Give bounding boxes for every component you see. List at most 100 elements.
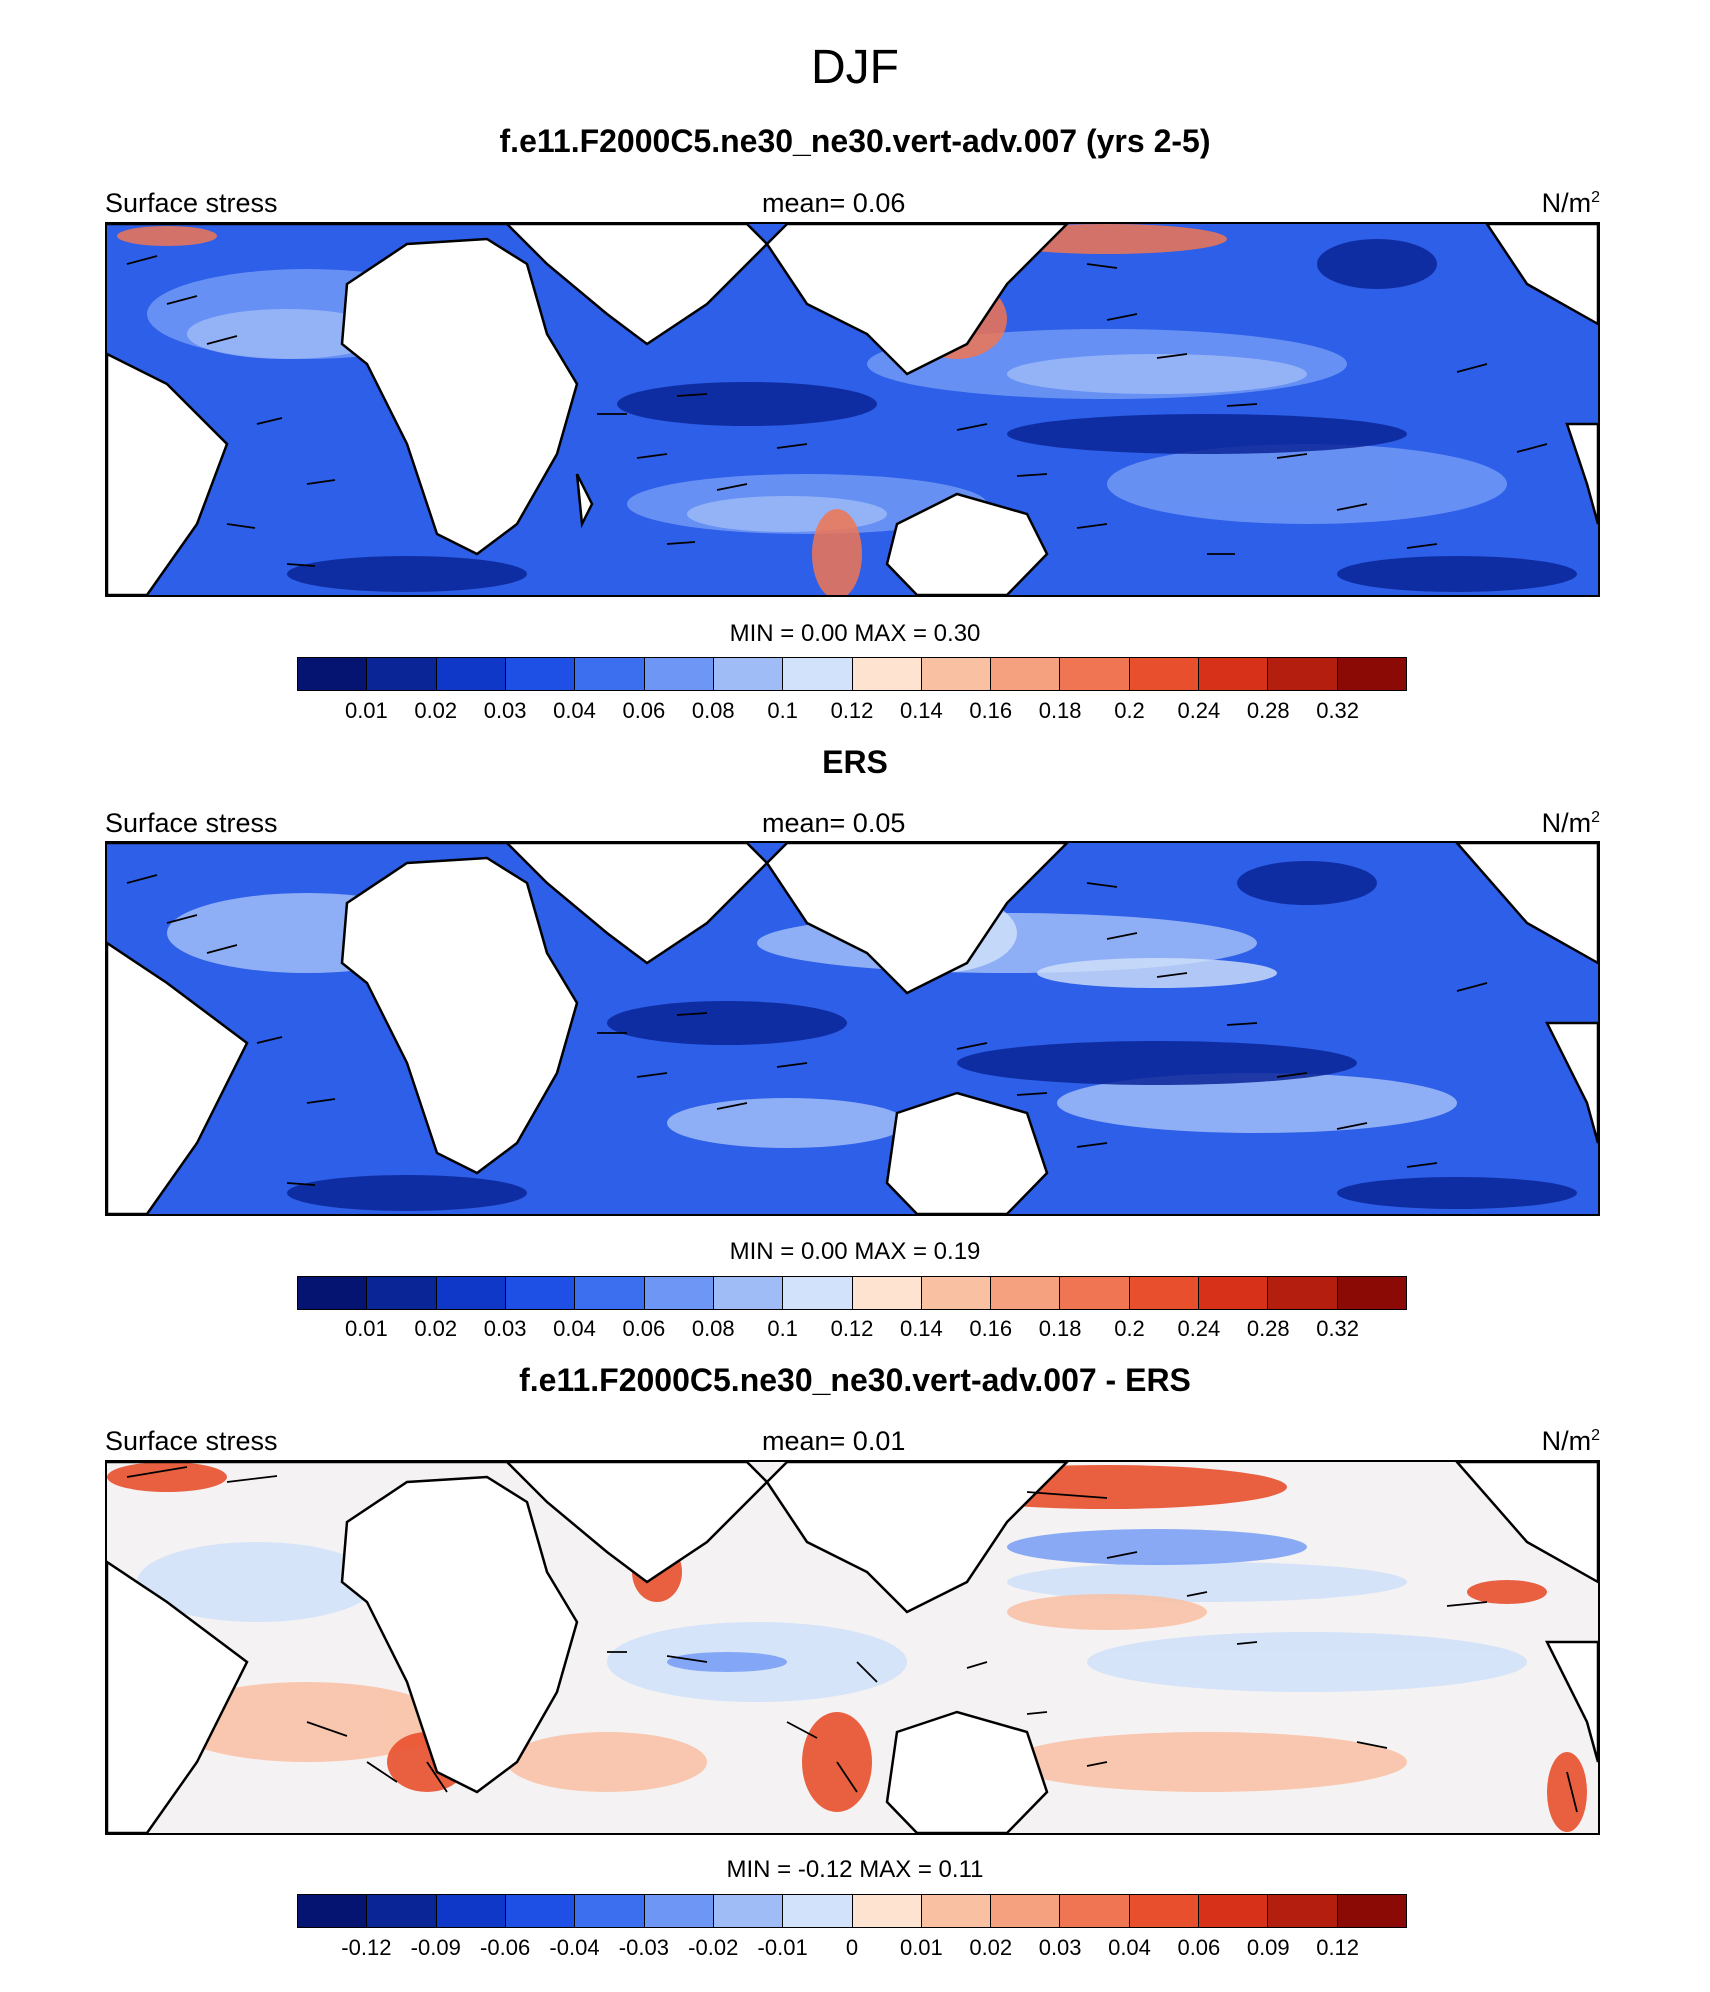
colorbar-swatch	[298, 658, 368, 690]
colorbar-swatch	[505, 1277, 576, 1309]
tick-label: 0.28	[1246, 1316, 1290, 1341]
tick-label: 0.12	[830, 1316, 874, 1341]
colorbar-swatch	[713, 1277, 784, 1309]
tick-label: 0.28	[1246, 698, 1290, 723]
tick-label: -0.12	[341, 1935, 392, 1960]
colorbar-swatch	[1060, 658, 1130, 690]
tick-label: 0.1	[767, 1316, 798, 1341]
tick-label: 0.03	[483, 1316, 527, 1341]
colorbar-swatch	[644, 1895, 714, 1927]
colorbar-swatch	[852, 1277, 922, 1309]
surface-stress-label: Surface stress	[105, 1426, 278, 1456]
minmax-model: MIN = 0.00 MAX = 0.30	[729, 620, 981, 647]
colorbar-swatch	[644, 1277, 714, 1309]
colorbar-ticks-model: 0.01 0.02 0.03 0.04 0.06 0.08 0.1 0.12 0…	[297, 698, 1407, 726]
colorbar-swatch	[1337, 1277, 1406, 1309]
tick-label: 0.02	[414, 698, 458, 723]
tick-label: 0.1	[767, 698, 798, 723]
tick-label: -0.04	[549, 1935, 600, 1960]
tick-label: 0.16	[969, 1316, 1013, 1341]
tick-label: 0.08	[691, 698, 735, 723]
colorbar-swatch	[575, 658, 645, 690]
colorbar-swatch	[367, 658, 437, 690]
colorbar-swatch	[921, 1277, 992, 1309]
colorbar-obs	[297, 1276, 1407, 1310]
colorbar-swatch	[991, 658, 1061, 690]
tick-label: 0	[845, 1935, 859, 1960]
tick-label: 0.04	[1108, 1935, 1151, 1960]
colorbar-swatch	[644, 658, 714, 690]
tick-label: 0.06	[1177, 1935, 1221, 1960]
colorbar-swatch	[1199, 658, 1269, 690]
colorbar-swatch	[1337, 1895, 1406, 1927]
tick-label: -0.06	[480, 1935, 531, 1960]
mean-label: mean= 0.06	[762, 188, 906, 218]
colorbar-swatch	[1337, 658, 1406, 690]
colorbar-swatch	[1199, 1277, 1269, 1309]
colorbar-swatch	[505, 1895, 576, 1927]
minmax-obs: MIN = 0.00 MAX = 0.19	[729, 1238, 981, 1265]
colorbar-swatch	[991, 1277, 1061, 1309]
colorbar-swatch	[713, 658, 784, 690]
colorbar-swatch	[921, 1895, 992, 1927]
colorbar-swatch	[298, 1895, 368, 1927]
colorbar-swatch	[783, 1277, 853, 1309]
tick-label: 0.2	[1114, 698, 1145, 723]
colorbar-swatch	[575, 1895, 645, 1927]
tick-label: 0.04	[553, 698, 596, 723]
colorbar-swatch	[991, 1895, 1061, 1927]
colorbar-swatch	[1060, 1895, 1130, 1927]
tick-label: 0.04	[553, 1316, 596, 1341]
tick-label: 0.06	[622, 1316, 666, 1341]
minmax-diff: MIN = -0.12 MAX = 0.11	[726, 1856, 984, 1883]
tick-label: 0.12	[1316, 1935, 1360, 1960]
panel-title-model: f.e11.F2000C5.ne30_ne30.vert-adv.007 (yr…	[499, 123, 1211, 159]
colorbar-swatch	[575, 1277, 645, 1309]
colorbar-swatch	[1060, 1277, 1130, 1309]
units-label: N/m2	[1541, 1426, 1600, 1456]
colorbar-swatch	[1129, 1277, 1200, 1309]
colorbar-ticks-obs: 0.01 0.02 0.03 0.04 0.06 0.08 0.1 0.12 0…	[297, 1316, 1407, 1344]
surface-stress-label: Surface stress	[105, 808, 278, 838]
colorbar-ticks-diff: -0.12 -0.09 -0.06 -0.04 -0.03 -0.02 -0.0…	[297, 1935, 1407, 1963]
colorbar-swatch	[298, 1277, 368, 1309]
tick-label: 0.14	[899, 698, 943, 723]
colorbar-swatch	[852, 658, 922, 690]
colorbar-swatch	[367, 1895, 437, 1927]
panel-title-obs: ERS	[822, 744, 888, 780]
units-label: N/m2	[1541, 188, 1600, 218]
tick-label: 0.01	[344, 698, 388, 723]
colorbar-swatch	[921, 658, 992, 690]
colorbar-swatch	[783, 658, 853, 690]
tick-label: 0.14	[899, 1316, 943, 1341]
tick-label: -0.09	[410, 1935, 461, 1960]
figure-title: DJF	[811, 41, 899, 94]
stress-map-obs	[105, 841, 1600, 1216]
colorbar-diff	[297, 1894, 1407, 1928]
colorbar-swatch	[436, 658, 506, 690]
tick-label: 0.2	[1114, 1316, 1145, 1341]
surface-stress-label: Surface stress	[105, 188, 278, 218]
tick-label: -0.02	[688, 1935, 739, 1960]
tick-label: 0.24	[1177, 1316, 1221, 1341]
colorbar-swatch	[1268, 658, 1338, 690]
colorbar-swatch	[436, 1895, 506, 1927]
tick-label: 0.18	[1038, 698, 1082, 723]
tick-label: -0.03	[618, 1935, 669, 1960]
stress-map-diff	[105, 1460, 1600, 1835]
tick-label: 0.02	[414, 1316, 458, 1341]
colorbar-swatch	[367, 1277, 437, 1309]
colorbar-swatch	[1199, 1895, 1269, 1927]
colorbar-model	[297, 657, 1407, 691]
colorbar-swatch	[852, 1895, 922, 1927]
colorbar-swatch	[436, 1277, 506, 1309]
tick-label: 0.18	[1038, 1316, 1082, 1341]
colorbar-swatch	[1129, 1895, 1200, 1927]
mean-label: mean= 0.01	[762, 1426, 906, 1456]
tick-label: 0.01	[344, 1316, 388, 1341]
tick-label: 0.01	[899, 1935, 943, 1960]
colorbar-swatch	[1129, 658, 1200, 690]
colorbar-swatch	[1268, 1277, 1338, 1309]
tick-label: 0.02	[969, 1935, 1013, 1960]
colorbar-swatch	[505, 658, 576, 690]
